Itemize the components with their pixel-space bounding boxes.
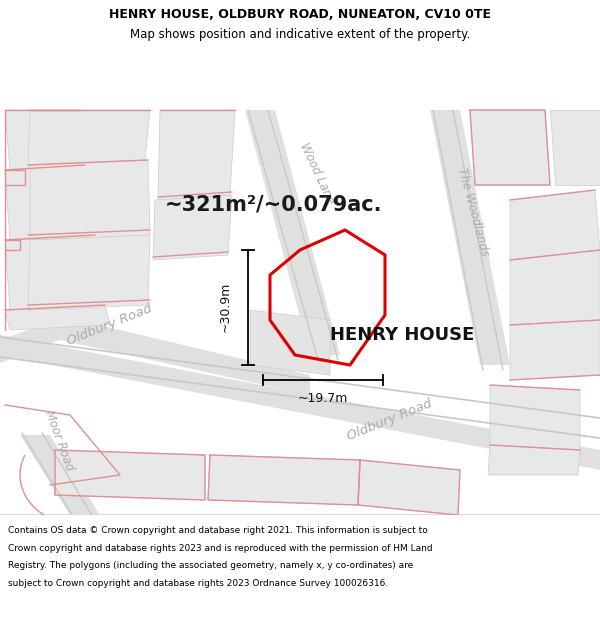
Text: Map shows position and indicative extent of the property.: Map shows position and indicative extent…: [130, 28, 470, 41]
Polygon shape: [510, 250, 600, 325]
Polygon shape: [510, 320, 600, 380]
Text: HENRY HOUSE, OLDBURY ROAD, NUNEATON, CV10 0TE: HENRY HOUSE, OLDBURY ROAD, NUNEATON, CV1…: [109, 8, 491, 21]
Polygon shape: [358, 460, 460, 515]
Text: ~19.7m: ~19.7m: [298, 392, 348, 405]
Polygon shape: [550, 110, 600, 185]
Polygon shape: [430, 110, 510, 365]
Polygon shape: [0, 335, 600, 470]
Polygon shape: [250, 310, 330, 375]
Text: subject to Crown copyright and database rights 2023 Ordnance Survey 100026316.: subject to Crown copyright and database …: [8, 579, 388, 587]
Polygon shape: [488, 445, 580, 475]
Polygon shape: [208, 455, 360, 505]
Polygon shape: [20, 435, 100, 515]
Polygon shape: [245, 110, 340, 355]
Polygon shape: [30, 160, 150, 240]
Text: HENRY HOUSE: HENRY HOUSE: [330, 326, 475, 344]
Polygon shape: [0, 317, 310, 395]
Text: ~321m²/~0.079ac.: ~321m²/~0.079ac.: [165, 195, 383, 215]
Polygon shape: [28, 235, 150, 310]
Polygon shape: [55, 450, 205, 500]
Polygon shape: [158, 110, 235, 200]
Polygon shape: [510, 190, 600, 260]
Text: Registry. The polygons (including the associated geometry, namely x, y co-ordina: Registry. The polygons (including the as…: [8, 561, 413, 570]
Polygon shape: [470, 110, 550, 185]
Text: Oldbury Road: Oldbury Road: [65, 302, 154, 348]
Polygon shape: [5, 110, 90, 170]
Polygon shape: [490, 385, 580, 450]
Text: Moor Road: Moor Road: [42, 409, 76, 473]
Polygon shape: [5, 235, 105, 310]
Polygon shape: [5, 165, 95, 240]
Text: Oldbury Road: Oldbury Road: [345, 397, 434, 443]
Polygon shape: [5, 305, 110, 330]
Text: The Woodlands: The Woodlands: [455, 167, 491, 258]
Text: Wood Lane: Wood Lane: [297, 141, 337, 206]
Text: Contains OS data © Crown copyright and database right 2021. This information is : Contains OS data © Crown copyright and d…: [8, 526, 428, 535]
Text: Crown copyright and database rights 2023 and is reproduced with the permission o: Crown copyright and database rights 2023…: [8, 544, 433, 552]
Polygon shape: [28, 110, 150, 165]
Text: ~30.9m: ~30.9m: [218, 282, 232, 332]
Polygon shape: [153, 195, 232, 260]
